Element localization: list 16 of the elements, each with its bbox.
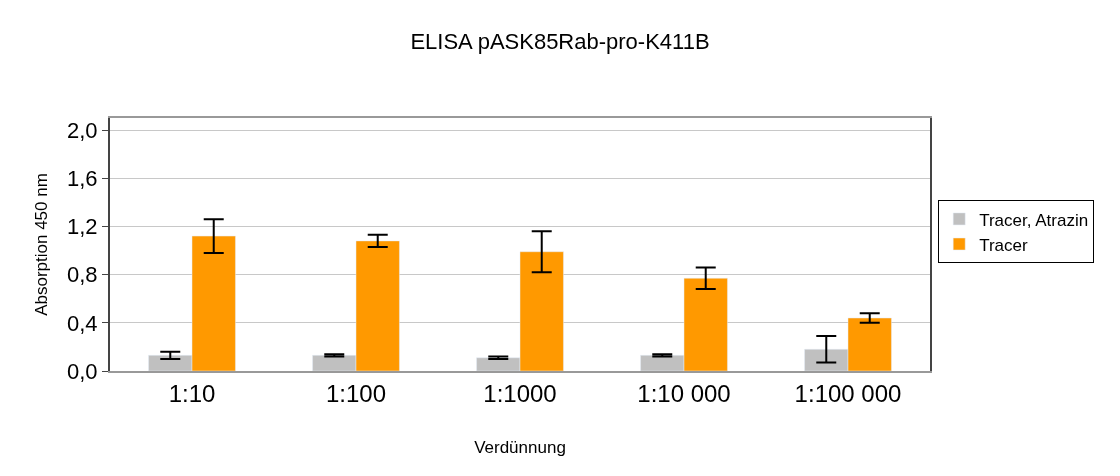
legend-label: Tracer, Atrazin	[979, 210, 1089, 230]
y-axis-title: Absorption 450 nm	[32, 173, 52, 316]
y-tick-label: 0,0	[67, 358, 98, 384]
legend-label: Tracer	[979, 235, 1029, 255]
y-tick-label: 0,8	[67, 262, 98, 288]
y-tick-label: 1,6	[67, 165, 98, 191]
x-axis-title: Verdünnung	[474, 437, 566, 457]
y-tick-label: 2,0	[67, 117, 98, 143]
x-tick-label: 1:1000	[483, 379, 557, 407]
x-tick-label: 1:10	[168, 379, 216, 407]
y-tick-label: 0,4	[67, 310, 98, 336]
y-tick-label: 1,2	[67, 214, 98, 240]
x-tick-label: 1:100 000	[794, 379, 902, 407]
x-tick-label: 1:10 000	[637, 379, 731, 407]
x-tick-label: 1:100	[325, 379, 387, 407]
chart-title: ELISA pASK85Rab-pro-K411B	[410, 28, 710, 54]
